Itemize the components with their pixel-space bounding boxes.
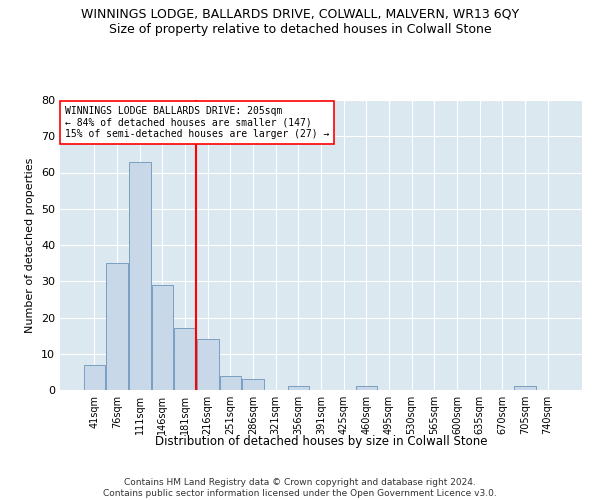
- Bar: [514, 386, 536, 390]
- Bar: [356, 386, 377, 390]
- Bar: [129, 162, 151, 390]
- Y-axis label: Number of detached properties: Number of detached properties: [25, 158, 35, 332]
- Text: WINNINGS LODGE, BALLARDS DRIVE, COLWALL, MALVERN, WR13 6QY: WINNINGS LODGE, BALLARDS DRIVE, COLWALL,…: [81, 8, 519, 20]
- Text: Size of property relative to detached houses in Colwall Stone: Size of property relative to detached ho…: [109, 22, 491, 36]
- Bar: [84, 364, 105, 390]
- Bar: [152, 285, 173, 390]
- Bar: [287, 386, 309, 390]
- Text: Contains HM Land Registry data © Crown copyright and database right 2024.
Contai: Contains HM Land Registry data © Crown c…: [103, 478, 497, 498]
- Bar: [175, 328, 196, 390]
- Text: WINNINGS LODGE BALLARDS DRIVE: 205sqm
← 84% of detached houses are smaller (147): WINNINGS LODGE BALLARDS DRIVE: 205sqm ← …: [65, 106, 329, 139]
- Bar: [106, 263, 128, 390]
- Bar: [220, 376, 241, 390]
- Bar: [242, 379, 264, 390]
- Bar: [197, 339, 218, 390]
- Text: Distribution of detached houses by size in Colwall Stone: Distribution of detached houses by size …: [155, 435, 487, 448]
